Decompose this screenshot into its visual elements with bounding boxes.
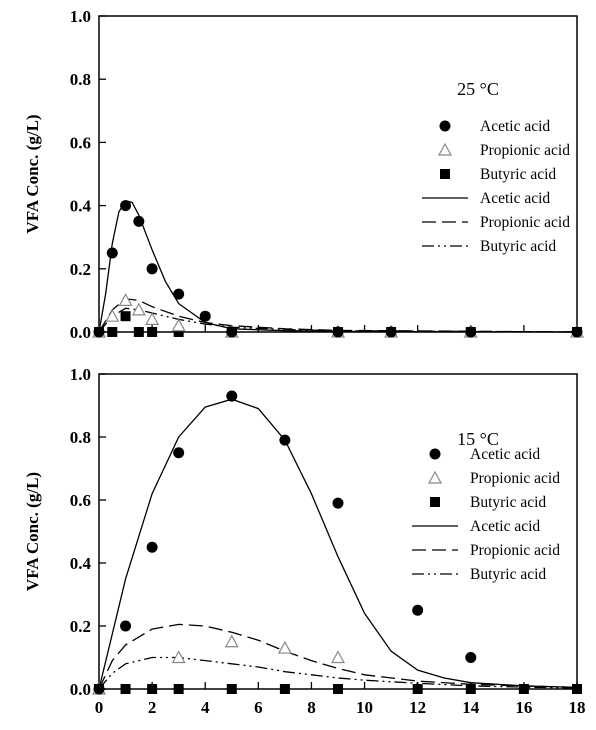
x-tick-label: 4 <box>201 698 210 717</box>
series-line-acetic-acid <box>98 398 578 690</box>
data-point-butyric-acid <box>147 684 158 694</box>
data-point-acetic-acid <box>120 200 132 212</box>
legend-label: Propionic acid <box>480 214 570 231</box>
data-point-butyric-acid <box>518 684 529 694</box>
legend-label: Propionic acid <box>470 542 560 559</box>
data-point-propionic-acid <box>118 293 133 306</box>
data-point-acetic-acid <box>226 390 238 402</box>
data-point-butyric-acid <box>133 327 144 337</box>
data-point-acetic-acid <box>412 604 424 616</box>
y-tick-label: 0.2 <box>70 260 91 279</box>
y-axis-label: VFA Conc. (g/L) <box>23 472 42 591</box>
y-tick-label: 0.8 <box>70 70 91 89</box>
data-point-propionic-acid <box>277 640 292 654</box>
data-point-butyric-acid <box>465 684 476 694</box>
temperature-label: 15 °C <box>457 429 499 449</box>
series-line-propionic-acid <box>98 623 578 690</box>
data-point-butyric-acid <box>120 684 131 694</box>
legend-marker-propionic-acid <box>437 142 453 156</box>
data-point-acetic-acid <box>106 247 118 259</box>
data-point-propionic-acid <box>330 650 346 664</box>
legend-marker-butyric-acid <box>440 169 450 179</box>
series-line-propionic-acid <box>98 298 578 333</box>
data-point-propionic-acid <box>105 308 120 322</box>
data-point-butyric-acid <box>279 684 290 694</box>
legend-marker-propionic-acid <box>427 470 443 484</box>
x-tick-label: 2 <box>148 698 157 717</box>
series-line-butyric-acid <box>98 656 578 690</box>
legend-label: Butyric acid <box>470 566 546 583</box>
legend: Acetic acid Propionic acid Butyric acid Ace… <box>412 446 560 583</box>
data-point-butyric-acid <box>107 327 118 337</box>
legend-label: Acetic acid <box>480 190 550 207</box>
legend-marker-acetic-acid <box>429 448 441 460</box>
data-point-acetic-acid <box>226 326 238 338</box>
data-point-butyric-acid <box>412 684 423 694</box>
data-point-propionic-acid <box>224 634 239 648</box>
x-tick-label: 12 <box>409 698 426 717</box>
data-point-acetic-acid <box>199 310 211 322</box>
chart-panel-bottom: 0.0 0.2 0.4 0.6 0.8 1.0 0 2 4 6 8 10 12 14 16 18 VFA Con… <box>23 365 586 717</box>
legend-marker-acetic-acid <box>439 120 451 132</box>
data-point-acetic-acid <box>571 326 583 338</box>
y-tick-label: 1.0 <box>70 7 91 26</box>
data-point-acetic-acid <box>465 652 477 663</box>
data-point-propionic-acid <box>145 312 160 325</box>
data-point-acetic-acid <box>146 263 158 275</box>
data-point-butyric-acid <box>173 327 184 337</box>
x-tick-label: 16 <box>515 698 532 717</box>
data-point-propionic-acid <box>171 318 186 332</box>
data-point-butyric-acid <box>572 684 582 694</box>
legend-label: Acetic acid <box>470 518 540 535</box>
y-tick-label: 0.0 <box>70 323 91 342</box>
data-point-propionic-acid <box>171 650 186 664</box>
y-tick-label: 1.0 <box>70 365 91 384</box>
data-point-acetic-acid <box>332 497 344 509</box>
data-point-acetic-acid <box>173 447 185 459</box>
legend-label: Butyric acid <box>470 494 546 511</box>
data-point-propionic-acid <box>131 302 146 316</box>
legend-marker-butyric-acid <box>430 497 440 507</box>
x-tick-label: 0 <box>95 698 104 717</box>
data-point-acetic-acid <box>173 288 185 300</box>
legend-label: Propionic acid <box>480 142 570 159</box>
y-tick-label: 0.8 <box>70 428 91 447</box>
x-tick-label: 8 <box>307 698 316 717</box>
legend-label: Butyric acid <box>480 238 556 255</box>
y-tick-label: 0.4 <box>70 197 92 216</box>
data-point-acetic-acid <box>332 326 344 338</box>
data-point-butyric-acid <box>226 684 237 694</box>
data-point-acetic-acid <box>465 326 477 338</box>
series-line-acetic-acid <box>98 200 578 333</box>
data-point-acetic-acid <box>385 326 397 338</box>
data-point-acetic-acid <box>93 326 105 338</box>
y-tick-label: 0.6 <box>70 491 91 510</box>
legend-label: Acetic acid <box>480 118 550 135</box>
data-point-butyric-acid <box>333 684 343 694</box>
data-point-butyric-acid <box>147 327 158 337</box>
y-tick-label: 0.4 <box>70 554 92 573</box>
temperature-label: 25 °C <box>457 79 499 99</box>
x-tick-label: 10 <box>356 698 373 717</box>
x-tick-label: 14 <box>462 698 480 717</box>
x-tick-label: 6 <box>254 698 263 717</box>
data-point-acetic-acid <box>279 434 291 446</box>
y-tick-label: 0.6 <box>70 133 91 152</box>
data-point-butyric-acid <box>120 311 131 322</box>
x-tick-label: 18 <box>569 698 586 717</box>
y-tick-label: 0.0 <box>70 680 91 699</box>
data-point-butyric-acid <box>173 684 184 694</box>
legend-label: Acetic acid <box>470 446 540 463</box>
data-point-acetic-acid <box>93 683 105 695</box>
data-point-acetic-acid <box>120 620 132 632</box>
legend-label: Butyric acid <box>480 166 556 183</box>
y-axis-label: VFA Conc. (g/L) <box>23 114 42 233</box>
chart-panel-top: 0.0 0.2 0.4 0.6 0.8 1.0 VFA Conc. (g/L) 25 °C Ac… <box>23 7 585 342</box>
data-point-acetic-acid <box>146 541 158 553</box>
legend-label: Propionic acid <box>470 470 560 487</box>
data-point-acetic-acid <box>133 215 145 227</box>
legend: Acetic acid Propionic acid Butyric acid Ace… <box>422 118 570 255</box>
y-tick-label: 0.2 <box>70 617 91 636</box>
